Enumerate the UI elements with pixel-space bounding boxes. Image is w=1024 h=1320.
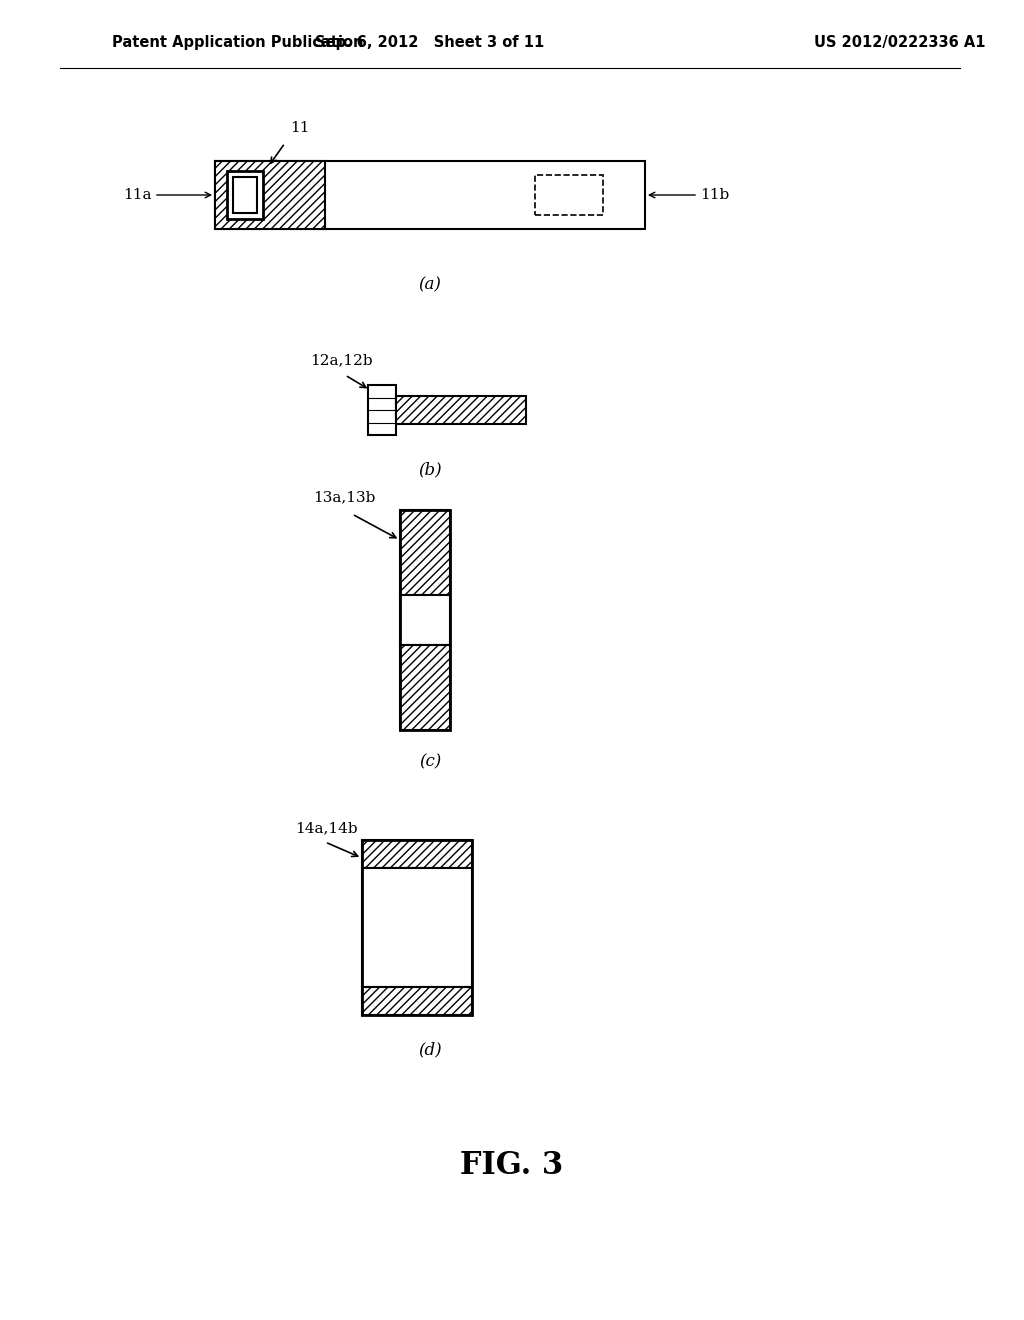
Text: Sep. 6, 2012   Sheet 3 of 11: Sep. 6, 2012 Sheet 3 of 11 (315, 34, 545, 49)
Bar (400, 510, 450, 730)
Bar (362, 840, 472, 1015)
Text: 11a: 11a (124, 187, 152, 202)
Bar (362, 987, 472, 1015)
Text: 12a,12b: 12a,12b (310, 352, 373, 367)
Bar (396, 396, 526, 424)
Text: (a): (a) (419, 276, 441, 293)
Bar (215, 161, 325, 228)
Bar (400, 645, 450, 730)
Text: 11b: 11b (700, 187, 729, 202)
Bar (362, 869, 472, 987)
Text: Patent Application Publication: Patent Application Publication (112, 34, 364, 49)
Bar (233, 177, 257, 213)
Bar (227, 172, 263, 219)
Bar (368, 385, 396, 436)
Text: (d): (d) (418, 1041, 441, 1059)
Text: (b): (b) (418, 462, 441, 479)
Text: 14a,14b: 14a,14b (295, 821, 357, 836)
Text: 11: 11 (290, 121, 309, 135)
Bar (535, 176, 603, 215)
Bar (400, 510, 450, 595)
Bar (215, 161, 645, 228)
Text: (c): (c) (419, 754, 441, 771)
Bar (362, 840, 472, 869)
Text: FIG. 3: FIG. 3 (461, 1150, 563, 1180)
Text: 13a,13b: 13a,13b (313, 490, 376, 504)
Bar (400, 595, 450, 645)
Text: US 2012/0222336 A1: US 2012/0222336 A1 (814, 34, 986, 49)
